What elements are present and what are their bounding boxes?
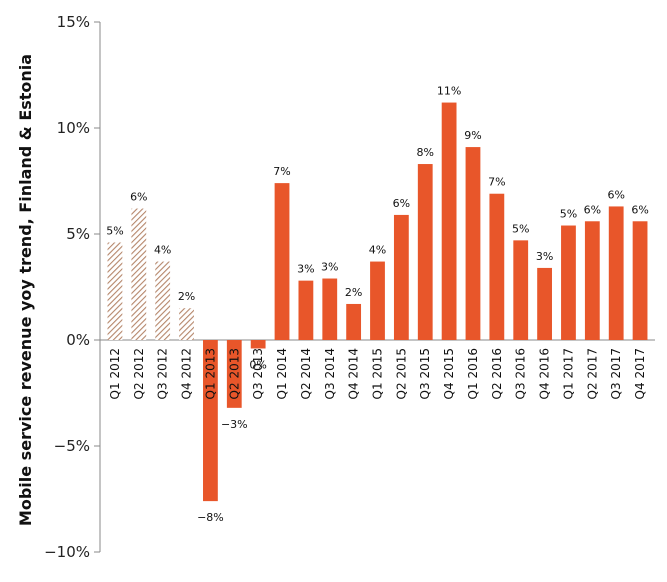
data-label: 6% bbox=[584, 203, 601, 216]
data-label: 5% bbox=[512, 222, 529, 235]
data-label: 7% bbox=[273, 165, 290, 178]
category-label: Q3 2012 bbox=[156, 348, 170, 399]
bar-q4-2016 bbox=[537, 267, 552, 340]
category-label: Q4 2012 bbox=[180, 348, 194, 399]
category-label: Q4 2015 bbox=[442, 348, 456, 399]
bar-q2-2012 bbox=[131, 208, 147, 340]
y-tick-label: −10% bbox=[44, 543, 90, 561]
data-label: 8% bbox=[417, 146, 434, 159]
bar-q1-2014 bbox=[274, 183, 290, 340]
bar-q3-2014 bbox=[322, 278, 338, 340]
category-label: Q2 2013 bbox=[227, 348, 241, 399]
bar-q2-2015 bbox=[393, 214, 409, 340]
category-label: Q2 2017 bbox=[585, 348, 599, 399]
bar-q1-2017 bbox=[561, 225, 576, 340]
data-label: 9% bbox=[464, 129, 481, 142]
bar-q1-2015 bbox=[370, 261, 385, 340]
category-label: Q1 2016 bbox=[466, 348, 480, 399]
y-tick-label: 0% bbox=[66, 331, 90, 349]
bar-q4-2015 bbox=[441, 102, 457, 340]
bar-q4-2012 bbox=[179, 308, 194, 340]
data-label: 3% bbox=[321, 261, 338, 274]
bar-q3-2015 bbox=[417, 164, 433, 340]
category-label: Q3 2015 bbox=[418, 348, 432, 399]
bar-q3-2016 bbox=[513, 240, 529, 340]
category-label: Q3 2013 bbox=[251, 348, 265, 399]
category-label: Q2 2016 bbox=[490, 348, 504, 399]
data-label: 4% bbox=[369, 244, 386, 257]
data-label: −3% bbox=[221, 418, 248, 431]
data-label: 2% bbox=[345, 286, 362, 299]
data-label: 7% bbox=[488, 176, 505, 189]
bar-q3-2012 bbox=[155, 261, 171, 340]
category-label: Q4 2017 bbox=[633, 348, 647, 399]
data-label: −8% bbox=[197, 511, 224, 524]
data-label: 2% bbox=[178, 290, 195, 303]
data-label: 0% bbox=[249, 358, 266, 371]
y-axis-title: Mobile service revenue yoy trend, Finlan… bbox=[16, 54, 35, 526]
bar-q1-2012 bbox=[107, 242, 123, 340]
bar-q1-2016 bbox=[465, 147, 481, 340]
category-label: Q3 2014 bbox=[323, 348, 337, 399]
bar-q2-2017 bbox=[584, 221, 600, 340]
category-label: Q1 2012 bbox=[108, 348, 122, 399]
category-label: Q1 2013 bbox=[203, 348, 217, 399]
category-label: Q2 2015 bbox=[394, 348, 408, 399]
category-label: Q1 2014 bbox=[275, 348, 289, 399]
category-label: Q2 2012 bbox=[132, 348, 146, 399]
data-label: 11% bbox=[437, 85, 461, 98]
bar-q2-2013 bbox=[226, 340, 242, 408]
y-tick-label: −5% bbox=[54, 437, 90, 455]
y-tick-label: 10% bbox=[57, 119, 90, 137]
data-label: 5% bbox=[106, 224, 123, 237]
bar-q4-2017 bbox=[632, 221, 648, 340]
category-label: Q2 2014 bbox=[299, 348, 313, 399]
category-label: Q4 2014 bbox=[347, 348, 361, 399]
category-label: Q3 2016 bbox=[514, 348, 528, 399]
bar-q1-2013 bbox=[203, 340, 218, 502]
y-tick-label: 5% bbox=[66, 225, 90, 243]
data-label: 5% bbox=[560, 208, 577, 221]
data-label: 3% bbox=[536, 250, 553, 263]
bar-q3-2013 bbox=[250, 340, 266, 349]
category-label: Q3 2017 bbox=[609, 348, 623, 399]
category-label: Q1 2017 bbox=[561, 348, 575, 399]
bars bbox=[107, 102, 648, 502]
bar-q2-2016 bbox=[489, 193, 505, 340]
y-tick-label: 15% bbox=[57, 13, 90, 31]
data-label: 3% bbox=[297, 263, 314, 276]
data-label: 6% bbox=[130, 191, 147, 204]
data-label: 4% bbox=[154, 244, 171, 257]
category-label: Q1 2015 bbox=[371, 348, 385, 399]
bar-q4-2014 bbox=[346, 303, 362, 340]
category-label: Q4 2016 bbox=[538, 348, 552, 399]
data-label: 6% bbox=[607, 188, 624, 201]
data-label: 6% bbox=[393, 197, 410, 210]
data-label: 6% bbox=[631, 203, 648, 216]
bar-q2-2014 bbox=[298, 280, 314, 340]
bar-q3-2017 bbox=[608, 206, 624, 340]
category-labels: Q1 2012 Q2 2012 Q3 2012 Q4 2012 Q1 2013 Q2 20… bbox=[108, 348, 647, 399]
data-labels: 5% 6% 4% 2% −8% −3% 0% 7% 3% 3% 2% 4% 6% 8% 11% 9% 7% 5% 3… bbox=[106, 85, 649, 525]
